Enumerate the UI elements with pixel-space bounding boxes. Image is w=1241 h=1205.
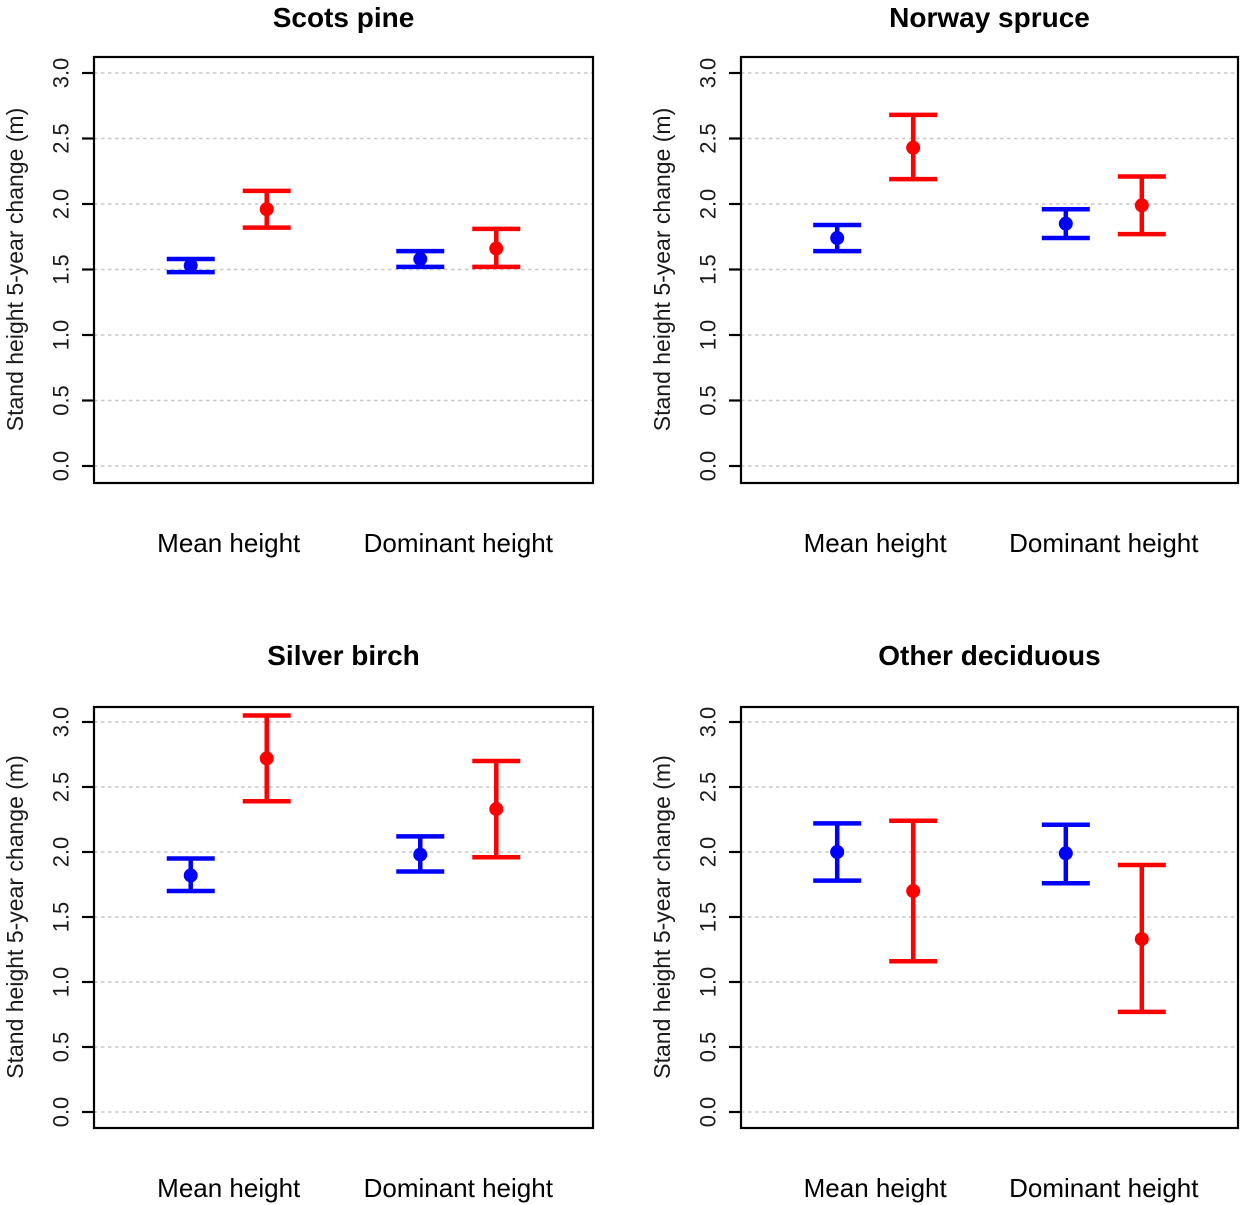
y-tick-label: 1.5 (49, 902, 74, 933)
error-bar-red-dominant-height (1117, 862, 1166, 1015)
error-bar-blue-dominant-height (1041, 206, 1090, 241)
data-point-blue-dominant-height (1058, 216, 1073, 231)
y-tick-label: 2.0 (49, 837, 74, 868)
data-point-blue-mean-height (830, 231, 845, 246)
panel-title: Scots pine (273, 2, 415, 33)
x-category-label-mean-height: Mean height (804, 1173, 948, 1203)
x-category-label-dominant-height: Dominant height (1009, 1173, 1199, 1203)
y-axis-label: Stand height 5-year change (m) (649, 755, 675, 1078)
y-tick-label: 1.5 (49, 254, 74, 285)
error-bar-red-mean-height (889, 818, 938, 964)
data-point-red-dominant-height (1134, 932, 1149, 947)
y-tick-label: 0.5 (49, 385, 74, 416)
error-bar-blue-dominant-height (1041, 822, 1090, 886)
y-tick-label: 1.0 (49, 967, 74, 998)
data-point-red-mean-height (906, 884, 921, 898)
y-tick-label: 2.0 (49, 189, 74, 220)
error-bar-red-mean-height (242, 713, 291, 804)
data-point-blue-mean-height (183, 258, 198, 273)
x-category-label-mean-height: Mean height (804, 528, 948, 558)
y-tick-label: 0.0 (696, 451, 721, 482)
error-bar-blue-mean-height (166, 856, 215, 894)
y-tick-label: 2.0 (696, 189, 721, 220)
data-point-red-dominant-height (489, 241, 504, 256)
y-tick-label: 0.0 (49, 1097, 74, 1128)
data-point-blue-dominant-height (413, 252, 428, 267)
data-point-red-mean-height (906, 140, 921, 155)
data-point-red-dominant-height (1134, 198, 1149, 213)
x-category-label-dominant-height: Dominant height (364, 528, 554, 558)
y-tick-label: 0.5 (49, 1032, 74, 1063)
y-tick-label: 3.0 (696, 707, 721, 738)
error-bar-red-dominant-height (472, 226, 521, 270)
y-axis-label: Stand height 5-year change (m) (2, 755, 28, 1078)
error-bar-blue-dominant-height (396, 834, 445, 874)
y-tick-label: 1.5 (696, 254, 721, 285)
y-tick-label: 3.0 (696, 58, 721, 89)
error-bar-red-dominant-height (472, 758, 521, 860)
error-bar-blue-dominant-height (396, 248, 445, 270)
data-point-red-mean-height (259, 751, 274, 766)
y-tick-label: 0.0 (696, 1097, 721, 1128)
y-tick-label: 3.0 (49, 58, 74, 89)
y-tick-label: 1.0 (49, 320, 74, 351)
error-bar-blue-mean-height (166, 256, 215, 275)
y-tick-label: 1.0 (696, 967, 721, 998)
x-category-label-dominant-height: Dominant height (364, 1173, 554, 1203)
data-point-red-dominant-height (489, 802, 504, 817)
panel-norway-spruce: 0.0 0.5 1.0 1.5 2.0 2.5 3.0 Stand height 5-year… (649, 2, 1240, 558)
y-tick-label: 0.5 (696, 385, 721, 416)
panel-silver-birch: 0.0 0.5 1.0 1.5 2.0 2.5 3.0 Stand height 5-year… (2, 640, 595, 1203)
y-tick-label: 0.5 (696, 1032, 721, 1063)
y-axis-label: Stand height 5-year change (m) (2, 108, 28, 431)
panel-title: Norway spruce (889, 2, 1090, 33)
panel-scots-pine: 0.0 0.5 1.0 1.5 2.0 2.5 3.0 Stand height 5-year… (2, 2, 595, 558)
y-tick-label: 0.0 (49, 451, 74, 482)
x-category-label-mean-height: Mean height (157, 528, 301, 558)
y-tick-label: 1.0 (696, 320, 721, 351)
y-tick-label: 2.5 (49, 123, 74, 154)
error-bar-blue-mean-height (813, 821, 862, 883)
y-tick-label: 2.5 (696, 123, 721, 154)
error-bar-red-mean-height (242, 188, 291, 230)
y-tick-label: 2.0 (696, 837, 721, 868)
data-point-blue-mean-height (183, 868, 198, 883)
plot-box (92, 705, 595, 1130)
panel-title: Other deciduous (878, 640, 1100, 671)
data-point-blue-dominant-height (413, 847, 428, 862)
y-tick-label: 2.5 (696, 772, 721, 803)
x-category-label-mean-height: Mean height (157, 1173, 301, 1203)
error-bar-blue-mean-height (813, 222, 862, 254)
panel-other-deciduous: 0.0 0.5 1.0 1.5 2.0 2.5 3.0 Stand height 5-year… (649, 640, 1240, 1203)
y-tick-label: 3.0 (49, 707, 74, 738)
x-category-label-dominant-height: Dominant height (1009, 528, 1199, 558)
data-point-red-mean-height (259, 202, 274, 217)
error-bar-red-dominant-height (1117, 174, 1166, 237)
panel-title: Silver birch (267, 640, 420, 671)
y-axis-label: Stand height 5-year change (m) (649, 108, 675, 431)
error-bar-red-mean-height (889, 112, 938, 182)
y-tick-label: 2.5 (49, 772, 74, 803)
data-point-blue-mean-height (830, 845, 845, 859)
data-point-blue-dominant-height (1058, 846, 1073, 861)
y-tick-label: 1.5 (696, 902, 721, 933)
